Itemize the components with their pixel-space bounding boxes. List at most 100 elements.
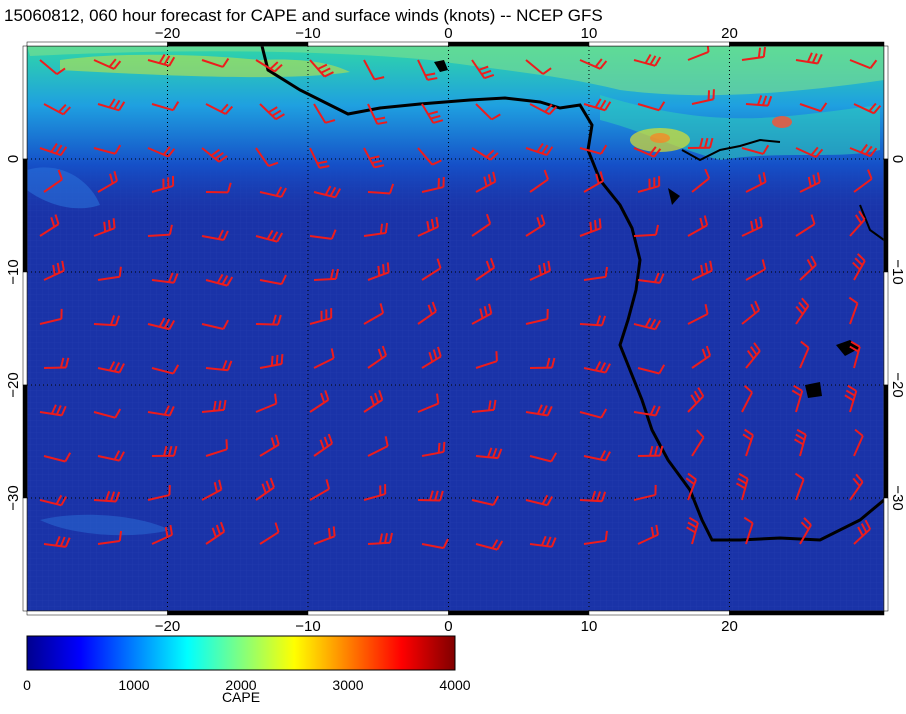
colorbar-label: CAPE [221, 689, 261, 705]
wind-barb [259, 274, 287, 286]
bottom-lon-label: −20 [155, 618, 180, 635]
wind-barb [255, 147, 279, 168]
bottom-axis-segment [448, 610, 590, 616]
right-axis-segment [883, 45, 889, 160]
wind-barb [852, 253, 866, 281]
left-lat-label: −10 [5, 259, 22, 284]
top-lon-label: −20 [155, 25, 180, 42]
left-lat-label: −20 [5, 372, 22, 397]
wind-barb [529, 169, 549, 193]
wind-barb [799, 340, 810, 369]
wind-barb [525, 142, 554, 157]
wind-barb [39, 494, 68, 507]
wind-barb [579, 218, 602, 237]
wind-barb [471, 147, 499, 161]
wind-barb [39, 308, 63, 325]
wind-barb [795, 214, 816, 237]
wind-barb [471, 495, 500, 506]
wind-barb [309, 308, 333, 325]
axis-bars [22, 41, 889, 616]
bottom-axis-segment [729, 610, 885, 616]
wind-barb [583, 266, 608, 281]
wind-barb [633, 484, 657, 501]
wind-barb [579, 58, 608, 70]
wind-barb [313, 103, 336, 124]
bottom-axis-segment [588, 610, 730, 616]
wind-barb [583, 530, 608, 545]
wind-barb [205, 360, 233, 372]
wind-barb [475, 103, 501, 121]
top-axis-segment [448, 41, 590, 47]
wind-barb [39, 143, 68, 157]
left-axis-segment [22, 45, 28, 160]
wind-barb [417, 147, 442, 166]
wind-barb [97, 266, 122, 281]
wind-barb [691, 260, 713, 281]
wind-barb [421, 258, 442, 281]
gridlines [27, 46, 884, 611]
wind-barb [205, 439, 228, 457]
wind-barb [849, 59, 878, 70]
wind-barb [848, 296, 859, 325]
wind-barb [475, 257, 496, 281]
wind-barb [742, 428, 754, 457]
wind-barb [687, 215, 709, 237]
wind-barb [691, 429, 705, 457]
wind-barb [741, 300, 761, 325]
wind-barb [151, 445, 178, 457]
wind-barb [475, 171, 497, 193]
colorbar-tick-label: 1000 [118, 677, 150, 693]
wind-barb [255, 59, 283, 73]
wind-barb [421, 103, 444, 124]
top-axis-segment [729, 41, 885, 47]
wind-barb [367, 103, 388, 125]
wind-barb [691, 168, 711, 193]
wind-barb [363, 222, 389, 237]
wind-barb [799, 255, 817, 281]
wind-barb [579, 408, 608, 419]
wind-barb [313, 268, 340, 281]
wind-barb [637, 101, 666, 112]
wind-barb [147, 146, 176, 158]
top-axis-segment [307, 41, 449, 47]
wind-barb [417, 490, 444, 502]
wind-barb [259, 186, 288, 198]
wind-barb [849, 473, 864, 501]
wind-barb [363, 147, 385, 169]
wind-barb [637, 524, 659, 545]
wind-barb [421, 346, 442, 369]
colorbar-tick-label: 4000 [439, 677, 471, 693]
wind-barb [93, 218, 116, 237]
wind-barb [367, 345, 388, 369]
left-axis-segment [22, 271, 28, 386]
wind-barb [853, 102, 882, 115]
wind-barb [313, 433, 334, 457]
left-axis-segment [22, 158, 28, 273]
wind-barb [151, 175, 175, 193]
wind-barb [525, 214, 546, 237]
wind-barb [853, 428, 864, 457]
wind-barb [421, 538, 449, 550]
wind-barb [363, 390, 384, 413]
wind-barb [849, 143, 878, 158]
right-axis-segment [883, 158, 889, 273]
wind-barb [255, 393, 278, 413]
wind-barb [687, 387, 705, 413]
wind-barb [475, 351, 498, 369]
wind-barb [97, 361, 125, 374]
wind-barb [799, 172, 821, 193]
bottom-lon-label: −10 [295, 618, 320, 635]
wind-barb [687, 46, 710, 61]
wind-barb [147, 224, 173, 237]
wind-barb [97, 98, 126, 112]
wind-barb [367, 436, 389, 457]
wind-barb [201, 319, 230, 330]
wind-barb [745, 259, 767, 281]
bottom-axis-segment [26, 610, 168, 616]
wind-barb [579, 315, 607, 327]
wind-barb [93, 315, 121, 327]
wind-barb [43, 357, 70, 369]
wind-barb [745, 95, 773, 107]
wind-barb [849, 210, 866, 237]
wind-barb [691, 89, 715, 105]
